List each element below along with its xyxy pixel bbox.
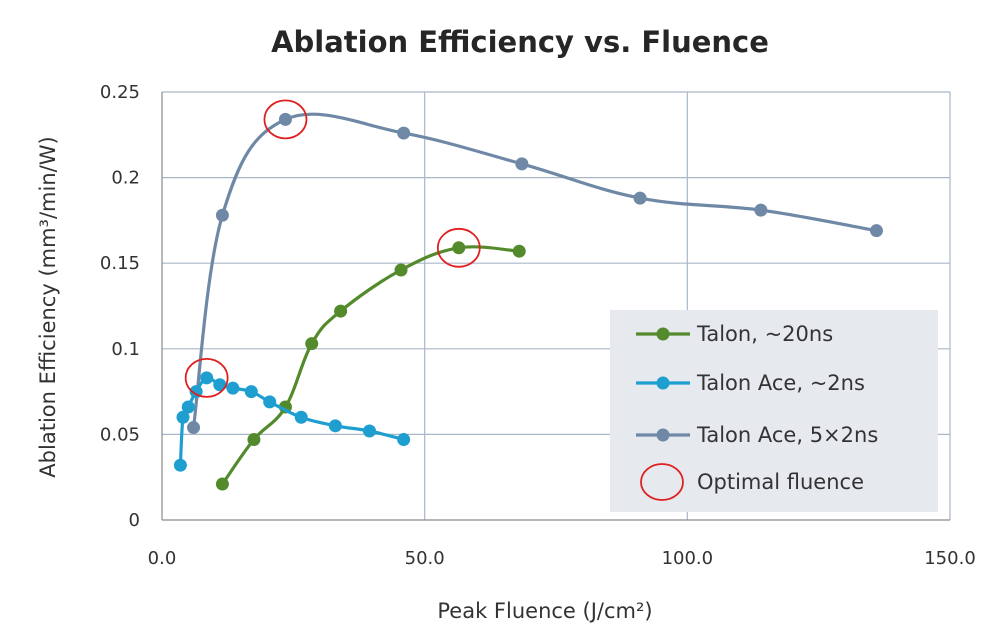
x-axis-label: Peak Fluence (J/cm²) [437,599,652,623]
data-point [334,304,348,318]
data-point [452,241,466,255]
legend-item: Optimal fluence [640,463,864,501]
legend-optimal-marker [640,463,684,501]
data-point [215,208,229,222]
data-point [305,337,319,351]
series-layer [173,112,883,491]
y-tick-label: 0 [129,510,140,531]
y-tick-label: 0.1 [111,339,140,360]
legend-item: Talon Ace, 5×2ns [636,423,878,447]
legend-box [610,310,938,512]
data-point [394,263,408,277]
data-point [515,157,529,171]
data-point [247,433,261,447]
x-tick-label: 50.0 [405,548,445,569]
data-point [397,126,411,140]
y-tick-label: 0.05 [100,424,140,445]
data-point [633,191,647,205]
data-point [226,381,240,395]
y-tick-label: 0.15 [100,253,140,274]
data-point [278,112,292,126]
series-1 [173,371,411,472]
data-point [200,371,214,385]
legend-label: Optimal fluence [697,470,864,494]
y-tick-label: 0.2 [111,168,140,189]
series-2 [187,112,883,435]
data-point [512,244,526,258]
y-axis-label: Ablation Efficiency (mm³/min/W) [36,136,60,477]
legend-label: Talon Ace, ~2ns [696,371,865,395]
legend-label: Talon, ~20ns [696,322,833,346]
data-point [173,458,187,472]
data-point [397,433,411,447]
legend-item: Talon Ace, ~2ns [636,371,865,395]
x-tick-label: 0.0 [148,548,177,569]
axes: 0 0.05 0.1 0.15 0.2 0.25 0.0 50.0 100.0 150.0 [100,82,976,569]
data-point [215,477,229,491]
data-point [181,400,195,414]
data-point [187,421,201,435]
optimal-marker [263,99,308,140]
data-point [869,224,883,238]
legend-label: Talon Ace, 5×2ns [696,423,878,447]
legend: Talon, ~20ns Talon Ace, ~2ns Talon Ace, 5×… [610,310,938,512]
data-point [294,410,308,424]
optimal-markers [184,99,481,398]
legend-item: Talon, ~20ns [636,322,833,346]
data-point [244,385,258,399]
data-point [213,378,227,392]
data-point [363,424,377,438]
data-point [754,203,768,217]
data-point [328,419,342,433]
legend-swatch-marker [656,376,670,390]
x-tick-label: 150.0 [924,548,976,569]
data-point [176,410,190,424]
series-0 [215,241,526,491]
chart-title: Ablation Efficiency vs. Fluence [271,25,769,59]
optimal-marker [436,227,481,268]
y-tick-label: 0.25 [100,82,140,103]
legend-swatch-marker [656,327,670,341]
legend-swatch-marker [656,428,670,442]
x-tick-label: 100.0 [662,548,714,569]
data-point [263,395,277,409]
optimal-marker [184,358,229,398]
